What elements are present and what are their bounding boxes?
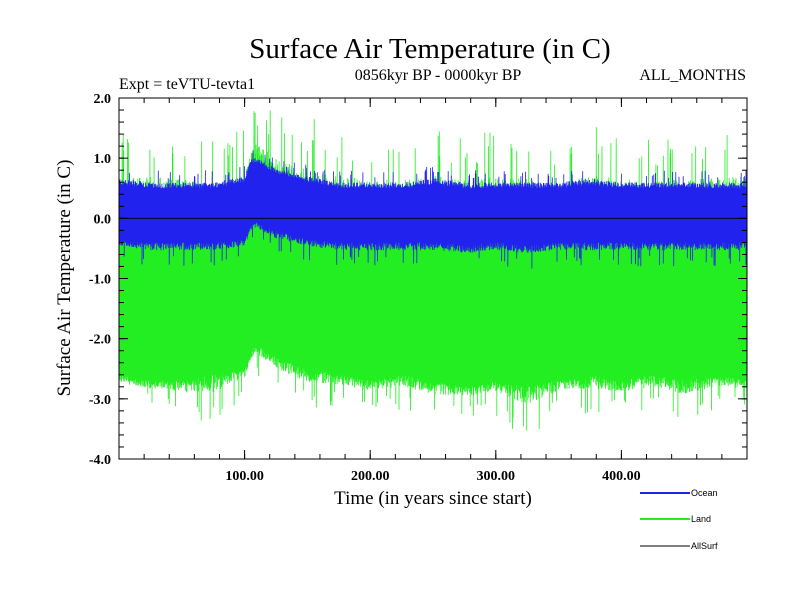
x-axis-label: Time (in years since start): [334, 488, 532, 509]
series-ocean: [119, 150, 747, 269]
subtitle-experiment: Expt = teVTU-tevta1: [119, 76, 255, 93]
axis-layer: 2.0 1.0 0.0 -1.0 -2.0 -3.0 -4.0 100.00 200.00 300…: [89, 92, 747, 484]
y-tick-label: -3.0: [89, 393, 111, 408]
x-tick-label: 200.00: [351, 469, 390, 484]
subtitle-time-range: 0856kyr BP - 0000kyr BP: [355, 67, 522, 84]
chart-title: Surface Air Temperature (in C): [249, 33, 610, 65]
x-tick-label: 400.00: [602, 469, 641, 484]
y-tick-label: -2.0: [89, 333, 111, 348]
series-layer: [119, 110, 747, 431]
y-axis-label: Surface Air Temperature (in C): [54, 160, 75, 397]
x-tick-label: 100.00: [225, 469, 264, 484]
y-tick-label: 2.0: [94, 92, 112, 107]
x-tick-label: 300.00: [477, 469, 516, 484]
legend-label-land: Land: [691, 514, 711, 524]
legend-label-allsurf: AllSurf: [691, 541, 718, 551]
subtitle-months: ALL_MONTHS: [639, 67, 746, 84]
legend: Ocean Land AllSurf: [640, 488, 718, 551]
y-tick-label: 0.0: [94, 212, 112, 227]
y-tick-label: -1.0: [89, 273, 111, 288]
y-tick-label: 1.0: [94, 152, 112, 167]
legend-label-ocean: Ocean: [691, 488, 718, 498]
y-tick-label: -4.0: [89, 453, 111, 468]
